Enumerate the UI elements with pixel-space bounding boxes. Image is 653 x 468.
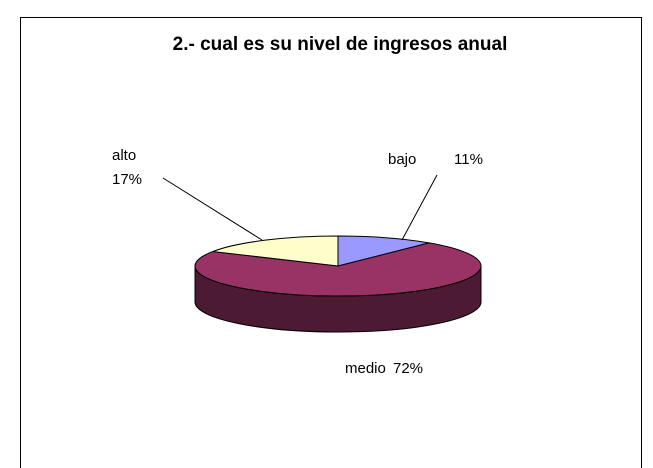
leader-line (401, 174, 438, 241)
chart-title: 2.- cual es su nivel de ingresos anual (173, 34, 508, 55)
slice-category-label: medio (345, 360, 386, 377)
pie-slice (337, 235, 430, 267)
pie-slice (194, 242, 482, 297)
pie-slice (212, 235, 339, 267)
slice-value-label: 72% (393, 360, 423, 377)
slice-category-label: bajo (388, 151, 416, 168)
leader-line (162, 177, 263, 241)
slice-value-label: 11% (454, 151, 483, 168)
slice-category-label: alto (112, 147, 136, 164)
slice-value-label: 17% (112, 171, 142, 188)
